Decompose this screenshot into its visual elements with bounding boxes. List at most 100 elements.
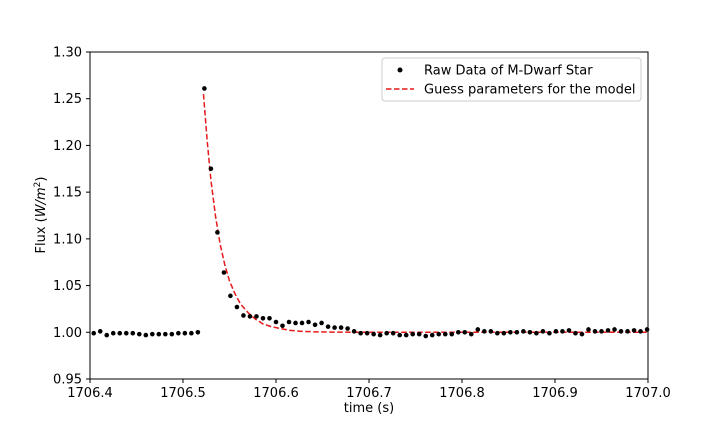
data-point — [449, 331, 455, 337]
data-point — [280, 323, 285, 329]
data-point — [228, 293, 233, 299]
data-point — [579, 331, 585, 337]
data-point — [189, 330, 194, 336]
data-point — [495, 330, 500, 336]
y-tick-label: 1.25 — [53, 92, 82, 107]
data-point — [482, 329, 487, 334]
legend-label-model: Guess parameters for the model — [424, 83, 635, 98]
data-point — [423, 333, 429, 339]
y-axis: 0.95 1.00 1.05 1.10 1.15 1.20 1.25 1.30 — [53, 46, 90, 388]
y-tick-label: 1.15 — [53, 186, 82, 201]
data-point — [182, 330, 188, 336]
data-point — [169, 331, 175, 337]
data-point — [638, 329, 643, 334]
x-axis-label: time (s) — [344, 401, 394, 416]
y-tick-label: 1.30 — [53, 46, 82, 61]
data-point — [241, 313, 246, 318]
data-point — [358, 330, 363, 336]
data-point — [534, 330, 539, 336]
data-point — [377, 332, 383, 338]
data-point — [254, 314, 259, 319]
x-tick-label: 1706.6 — [253, 386, 299, 401]
data-point — [416, 331, 422, 337]
data-point — [325, 324, 331, 329]
data-point — [221, 270, 227, 275]
y-tick-label: 1.10 — [53, 232, 82, 247]
data-point — [136, 331, 142, 337]
x-tick-label: 1707.0 — [625, 386, 671, 401]
data-point — [475, 327, 481, 332]
data-point — [599, 329, 604, 334]
data-point — [176, 330, 181, 336]
data-point — [195, 329, 201, 335]
data-point — [469, 331, 474, 337]
data-point — [514, 329, 520, 335]
data-point — [163, 331, 168, 337]
x-tick-label: 1706.9 — [532, 386, 578, 401]
data-point — [384, 330, 389, 336]
data-point — [612, 327, 617, 332]
data-point — [560, 329, 565, 334]
data-point — [273, 319, 279, 325]
data-point — [97, 329, 103, 334]
data-point — [247, 314, 253, 319]
data-point — [332, 325, 337, 330]
data-point — [143, 332, 149, 338]
y-tick-label: 1.20 — [53, 139, 82, 154]
data-point — [293, 320, 298, 326]
data-point — [527, 329, 533, 335]
x-tick-label: 1706.5 — [160, 386, 206, 401]
data-point — [286, 319, 292, 325]
data-point — [605, 328, 611, 333]
data-point — [501, 330, 507, 336]
legend: Raw Data of M-Dwarf Star Guess parameter… — [381, 57, 642, 102]
data-point — [390, 330, 396, 336]
data-point — [202, 86, 207, 91]
data-point — [306, 319, 311, 325]
x-axis: 1706.4 1706.5 1706.6 1706.7 1706.8 1706.9 1707… — [67, 379, 671, 401]
y-axis-label-close: ) — [34, 177, 49, 182]
data-point — [547, 330, 552, 336]
legend-label-raw-data: Raw Data of M-Dwarf Star — [424, 64, 593, 79]
data-point — [462, 329, 468, 335]
data-point — [371, 331, 376, 337]
x-tick-label: 1706.7 — [346, 386, 392, 401]
x-tick-label: 1706.4 — [67, 386, 113, 401]
data-point — [351, 329, 357, 334]
data-point — [442, 331, 448, 337]
data-point — [215, 230, 220, 235]
data-point — [345, 326, 350, 331]
data-point — [104, 332, 110, 338]
data-point — [299, 320, 305, 326]
data-point — [403, 332, 409, 338]
data-point — [208, 166, 214, 172]
data-point — [130, 330, 136, 336]
data-point — [267, 315, 272, 321]
y-axis-label-main: Flux ( — [34, 217, 49, 253]
y-axis-label: Flux (W/m2) — [33, 177, 49, 254]
data-point — [397, 332, 402, 338]
data-point — [455, 329, 461, 335]
data-point — [573, 330, 578, 336]
data-point — [429, 332, 435, 338]
data-point — [312, 322, 318, 328]
data-point — [488, 329, 494, 334]
data-point — [117, 330, 123, 336]
plot-area — [91, 86, 650, 339]
data-point — [110, 330, 116, 336]
data-point — [566, 328, 572, 333]
data-point — [91, 330, 97, 336]
y-tick-label: 0.95 — [53, 373, 82, 388]
data-point — [319, 320, 324, 326]
data-point — [521, 329, 526, 334]
data-point — [586, 327, 591, 332]
data-point — [553, 329, 559, 334]
data-point — [150, 331, 155, 337]
y-tick-label: 1.05 — [53, 279, 82, 294]
data-point — [540, 329, 546, 334]
data-point — [338, 325, 344, 330]
y-axis-label-exponent: 2 — [33, 182, 43, 188]
data-point — [436, 331, 442, 337]
legend-box — [381, 57, 642, 102]
